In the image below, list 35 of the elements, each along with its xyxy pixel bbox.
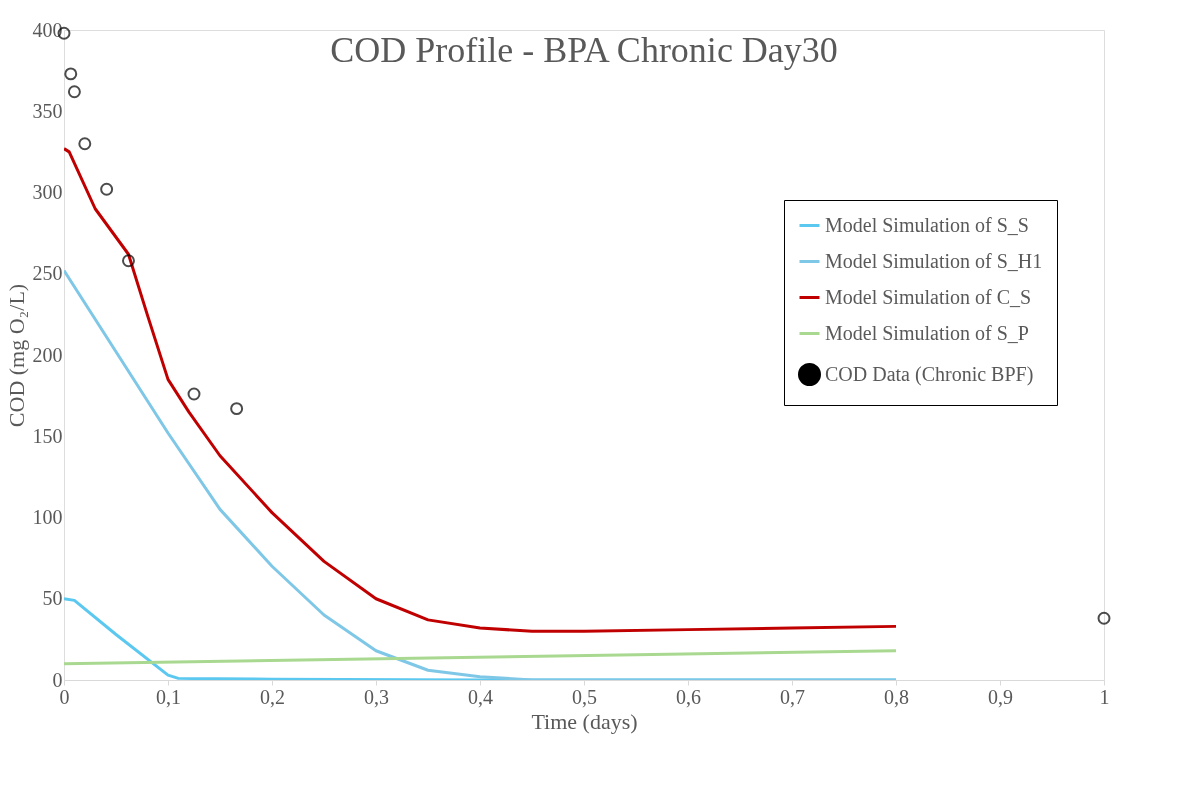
point: [1097, 611, 1111, 625]
y-axis-title: COD (mg O₂/L): [3, 283, 29, 428]
legend-label: Model Simulation of S_P: [825, 321, 1029, 344]
x-tick-label: 1: [1099, 685, 1110, 708]
y-tick-label: 100: [32, 506, 63, 528]
y-tick-label: 50: [42, 587, 63, 610]
legend-label: Model Simulation of C_S: [825, 285, 1032, 308]
x-tick-label: 0,6: [676, 685, 701, 708]
point: [64, 67, 78, 81]
legend-label: COD Data (Chronic BPF): [825, 362, 1034, 386]
point: [78, 137, 92, 151]
legend-label: Model Simulation of S_H1: [825, 249, 1043, 272]
x-tick-label: 0,1: [156, 685, 181, 708]
x-axis-title: Time (days): [531, 708, 638, 734]
y-tick-label: 0: [52, 668, 63, 691]
x-tick-label: 0,5: [572, 685, 597, 708]
y-tick-label: 200: [32, 343, 63, 366]
y-tick-label: 150: [32, 424, 63, 447]
x-tick-label: 0,4: [468, 685, 493, 708]
y-tick-label: 250: [32, 262, 63, 285]
x-tick-label: 0,2: [260, 685, 285, 708]
chart-title: COD Profile - BPA Chronic Day30: [330, 30, 838, 70]
point: [100, 182, 114, 196]
y-tick-label: 400: [32, 18, 63, 41]
point: [230, 402, 244, 416]
point: [122, 254, 135, 268]
legend-label: Model Simulation of S_S: [825, 213, 1029, 236]
x-tick-label: 0,7: [780, 685, 805, 708]
x-tick-label: 0,3: [364, 685, 389, 708]
y-tick-label: 350: [32, 99, 63, 122]
point: [67, 85, 81, 99]
y-tick-label: 300: [32, 181, 63, 203]
point: [187, 387, 201, 401]
x-tick-label: 0,9: [988, 685, 1013, 708]
x-tick-label: 0,8: [884, 685, 909, 708]
